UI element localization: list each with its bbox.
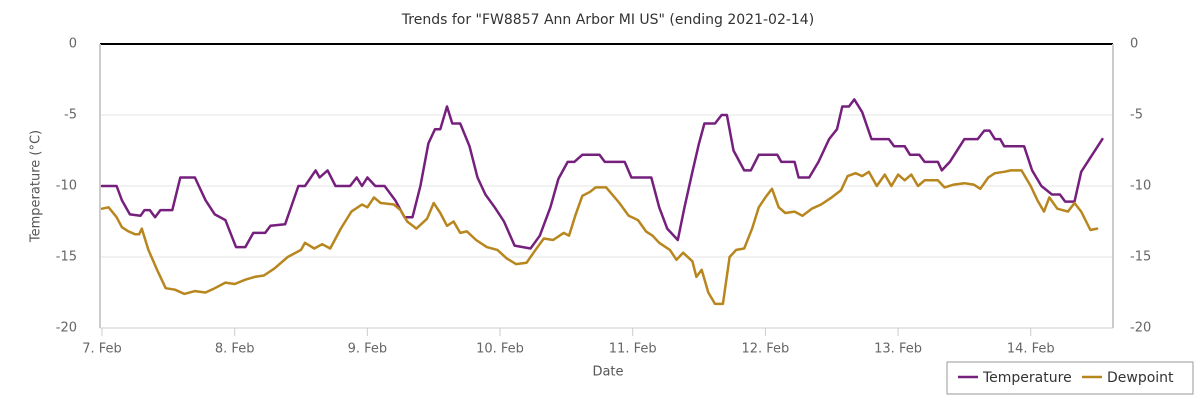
chart-title: Trends for "FW8857 Ann Arbor MI US" (end… <box>401 12 814 28</box>
x-tick-label: 9. Feb <box>348 342 388 357</box>
y-tick-label: -20 <box>56 321 77 336</box>
x-tick-label: 12. Feb <box>741 342 789 357</box>
y-tick-label: -5 <box>64 108 77 123</box>
series-line <box>100 98 1104 250</box>
y-tick-label: -15 <box>56 250 77 265</box>
y2-tick-label: -10 <box>1130 179 1151 194</box>
x-tick-label: 7. Feb <box>82 342 122 357</box>
y2-tick-label: -15 <box>1130 250 1151 265</box>
y-tick-label: 0 <box>69 37 77 52</box>
x-tick-label: 13. Feb <box>874 342 922 357</box>
legend-label: Temperature <box>982 370 1072 386</box>
y-axis-title: Temperature (°C) <box>29 130 44 243</box>
y2-tick-label: -20 <box>1130 321 1151 336</box>
legend-box <box>946 361 1194 395</box>
x-tick-label: 14. Feb <box>1007 342 1055 357</box>
x-axis-title: Date <box>592 365 623 380</box>
x-tick-label: 11. Feb <box>609 342 657 357</box>
y2-tick-label: -5 <box>1130 108 1143 123</box>
x-tick-label: 8. Feb <box>215 342 255 357</box>
x-tick-label: 10. Feb <box>476 342 524 357</box>
y-tick-label: -10 <box>56 179 77 194</box>
y2-tick-label: 0 <box>1130 37 1138 52</box>
series-line <box>100 169 1099 306</box>
legend-label: Dewpoint <box>1107 370 1174 386</box>
